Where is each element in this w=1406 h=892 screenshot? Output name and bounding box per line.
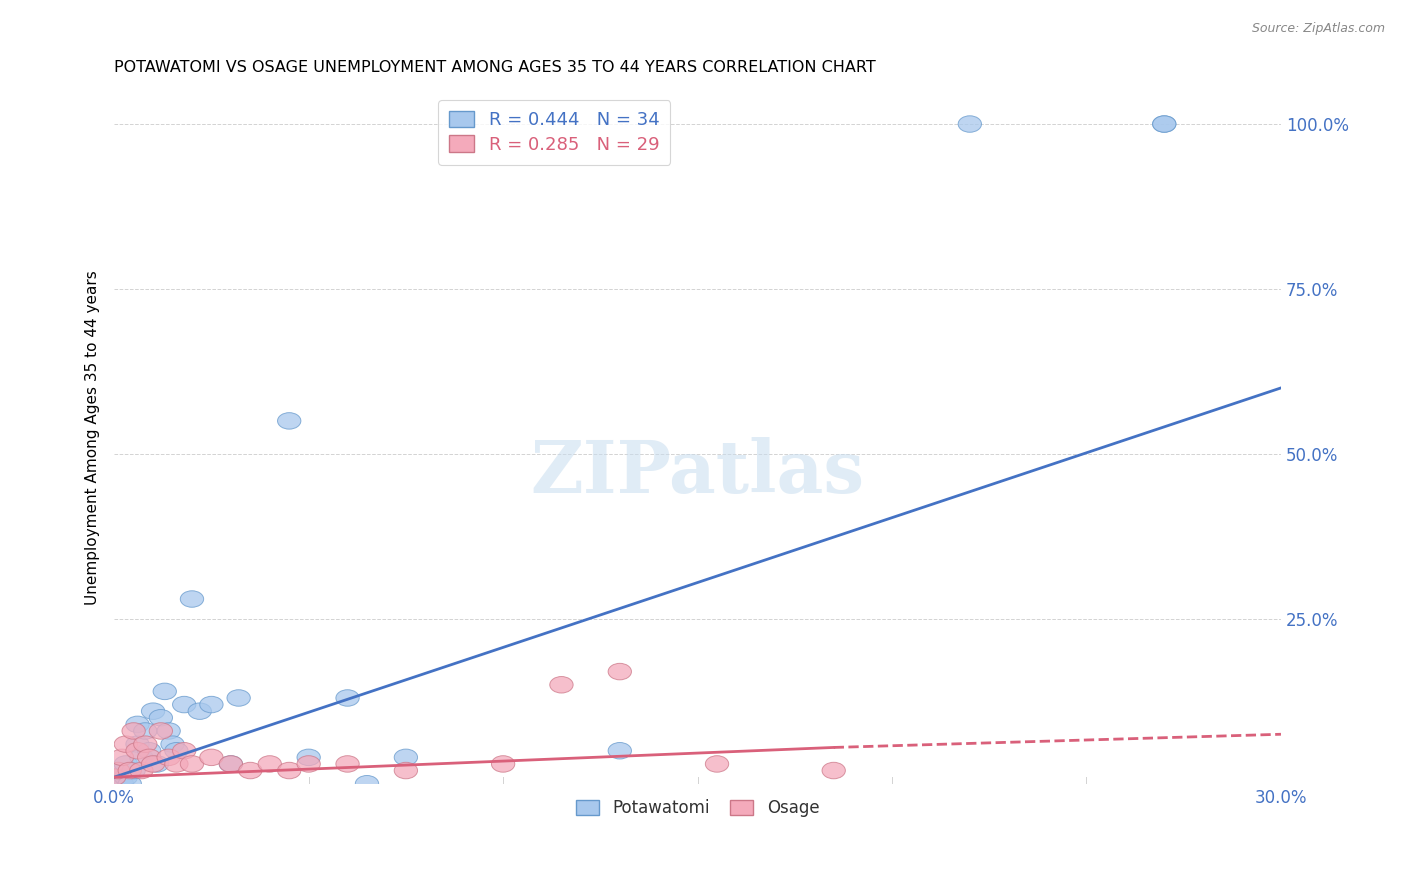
Ellipse shape [160,736,184,752]
Ellipse shape [336,756,359,772]
Ellipse shape [394,763,418,779]
Ellipse shape [110,749,134,765]
Ellipse shape [149,709,173,726]
Ellipse shape [1153,116,1175,132]
Ellipse shape [110,775,134,792]
Ellipse shape [706,756,728,772]
Ellipse shape [180,591,204,607]
Ellipse shape [219,756,242,772]
Ellipse shape [1153,116,1175,132]
Ellipse shape [103,769,127,785]
Ellipse shape [180,756,204,772]
Ellipse shape [957,116,981,132]
Ellipse shape [173,742,195,759]
Ellipse shape [138,749,160,765]
Ellipse shape [118,763,142,779]
Ellipse shape [127,716,149,732]
Ellipse shape [165,742,188,759]
Y-axis label: Unemployment Among Ages 35 to 44 years: Unemployment Among Ages 35 to 44 years [86,270,100,605]
Ellipse shape [226,690,250,706]
Ellipse shape [129,749,153,765]
Ellipse shape [219,756,242,772]
Ellipse shape [149,723,173,739]
Text: Source: ZipAtlas.com: Source: ZipAtlas.com [1251,22,1385,36]
Text: POTAWATOMI VS OSAGE UNEMPLOYMENT AMONG AGES 35 TO 44 YEARS CORRELATION CHART: POTAWATOMI VS OSAGE UNEMPLOYMENT AMONG A… [114,60,876,75]
Ellipse shape [118,775,142,792]
Ellipse shape [550,676,574,693]
Ellipse shape [356,775,378,792]
Ellipse shape [492,756,515,772]
Ellipse shape [200,697,224,713]
Ellipse shape [157,749,180,765]
Ellipse shape [134,736,157,752]
Ellipse shape [114,769,138,785]
Ellipse shape [188,703,211,720]
Ellipse shape [145,756,169,772]
Ellipse shape [127,742,149,759]
Ellipse shape [277,413,301,429]
Ellipse shape [129,763,153,779]
Ellipse shape [138,742,160,759]
Ellipse shape [153,683,176,699]
Ellipse shape [142,756,165,772]
Ellipse shape [114,756,138,772]
Ellipse shape [336,690,359,706]
Ellipse shape [157,723,180,739]
Ellipse shape [200,749,224,765]
Ellipse shape [609,742,631,759]
Ellipse shape [142,703,165,720]
Ellipse shape [239,763,262,779]
Legend: Potawatomi, Osage: Potawatomi, Osage [569,793,825,824]
Ellipse shape [165,756,188,772]
Ellipse shape [114,736,138,752]
Ellipse shape [823,763,845,779]
Ellipse shape [609,664,631,680]
Ellipse shape [103,769,127,785]
Ellipse shape [297,749,321,765]
Ellipse shape [127,736,149,752]
Ellipse shape [173,697,195,713]
Text: ZIPatlas: ZIPatlas [530,436,865,508]
Ellipse shape [259,756,281,772]
Ellipse shape [134,723,157,739]
Ellipse shape [122,723,145,739]
Ellipse shape [107,763,129,779]
Ellipse shape [122,763,145,779]
Ellipse shape [107,763,129,779]
Ellipse shape [297,756,321,772]
Ellipse shape [394,749,418,765]
Ellipse shape [277,763,301,779]
